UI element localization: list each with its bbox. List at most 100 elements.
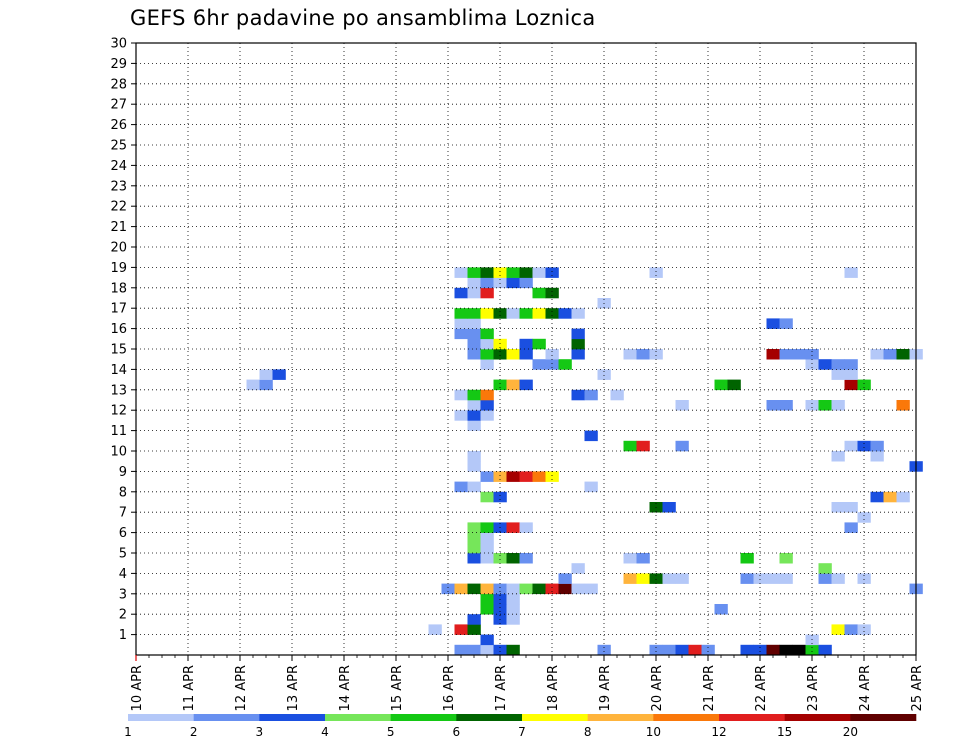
heatmap-cell [779,349,793,360]
heatmap-cell [896,491,910,503]
heatmap-cell [506,349,520,360]
heatmap-cell [454,287,468,299]
heatmap-cell [558,359,572,370]
heatmap-cell [454,410,468,421]
heatmap-cell [259,379,273,391]
heatmap-cell [636,573,650,584]
heatmap-cell [506,277,520,289]
heatmap-cell [467,583,481,595]
x-tick-label: 19 APR [598,665,613,711]
colorbar-label: 15 [777,725,792,739]
heatmap-cell [272,369,286,380]
heatmap-cell [753,644,767,656]
heatmap-cell [597,369,611,380]
heatmap-cell [467,328,481,340]
heatmap-cell [584,389,598,401]
x-tick-label: 24 APR [858,665,873,711]
y-tick-label: 4 [119,567,127,582]
heatmap-cell [857,512,871,523]
heatmap-cell [454,389,468,401]
heatmap-cell [454,308,468,319]
y-tick-label: 25 [110,139,127,154]
heatmap-cell [597,644,611,656]
heatmap-cell [818,359,832,370]
heatmap-cell [883,491,897,503]
heatmap-cell [519,583,533,595]
heatmap-cell [818,644,832,656]
y-tick-label: 1 [119,628,127,643]
heatmap-cell [558,573,572,584]
heatmap-cell [519,553,533,564]
heatmap-cell [805,359,819,370]
colorbar-swatch [259,714,326,721]
colorbar-label: 4 [321,725,329,739]
heatmap-cell [831,400,845,411]
heatmap-cell [584,481,598,493]
heatmap-cell [454,481,468,493]
heatmap-cell [467,451,481,462]
y-tick-label: 3 [119,587,127,602]
heatmap-cell [766,318,780,329]
heatmap-cell [493,491,507,503]
heatmap-cell [792,349,806,360]
colorbar-label: 7 [518,725,526,739]
heatmap-cell [870,491,884,503]
heatmap-cell [753,573,767,584]
heatmap-cell [480,308,494,319]
heatmap-cell [571,563,585,574]
heatmap-cell [675,573,689,584]
heatmap-cell [844,369,858,380]
heatmap-cell [571,349,585,360]
heatmap-cell [558,308,572,319]
x-tick-label: 22 APR [754,665,769,711]
heatmap-cell [818,563,832,574]
heatmap-cell [532,267,546,278]
heatmap-cell [623,440,637,452]
heatmap-cell [467,461,481,472]
heatmap-cell [545,471,559,482]
heatmap-cell [480,267,494,278]
heatmap-cell [545,583,559,595]
heatmap-cell [519,522,533,533]
heatmap-cell [857,624,871,635]
heatmap-cell [480,349,494,360]
heatmap-cell [688,644,702,656]
heatmap-cell [467,389,481,401]
heatmap-cell [571,389,585,401]
y-tick-label: 14 [110,363,127,378]
heatmap-cell [467,277,481,289]
heatmap-cell [428,624,442,635]
heatmap-cell [519,267,533,278]
heatmap-cell [506,471,520,482]
heatmap-cell [701,644,715,656]
heatmap-cell [506,644,520,656]
heatmap-cell [454,644,468,656]
heatmap-cell [480,553,494,564]
heatmap-cell [779,553,793,564]
heatmap-cell [506,553,520,564]
heatmap-cell [662,573,676,584]
heatmap-cell [779,400,793,411]
heatmap-cell [480,593,494,605]
heatmap-cell [844,502,858,513]
heatmap-cell [480,644,494,656]
colorbar-swatch [784,714,851,721]
heatmap-cell [480,542,494,554]
heatmap-cell [675,644,689,656]
y-tick-label: 20 [110,241,127,256]
colorbar-label: 2 [190,725,198,739]
y-tick-label: 6 [119,526,127,541]
colorbar-label: 12 [711,725,726,739]
heatmap-cell [246,379,260,391]
heatmap-cell [467,287,481,299]
colorbar-swatch [456,714,523,721]
heatmap-cell [506,614,520,625]
heatmap-cell [480,410,494,421]
y-tick-label: 12 [110,404,127,419]
heatmap-cell [766,644,780,656]
heatmap-cell [545,359,559,370]
y-tick-label: 28 [110,77,127,92]
y-tick-label: 7 [119,506,127,521]
colorbar-swatch [128,714,194,721]
